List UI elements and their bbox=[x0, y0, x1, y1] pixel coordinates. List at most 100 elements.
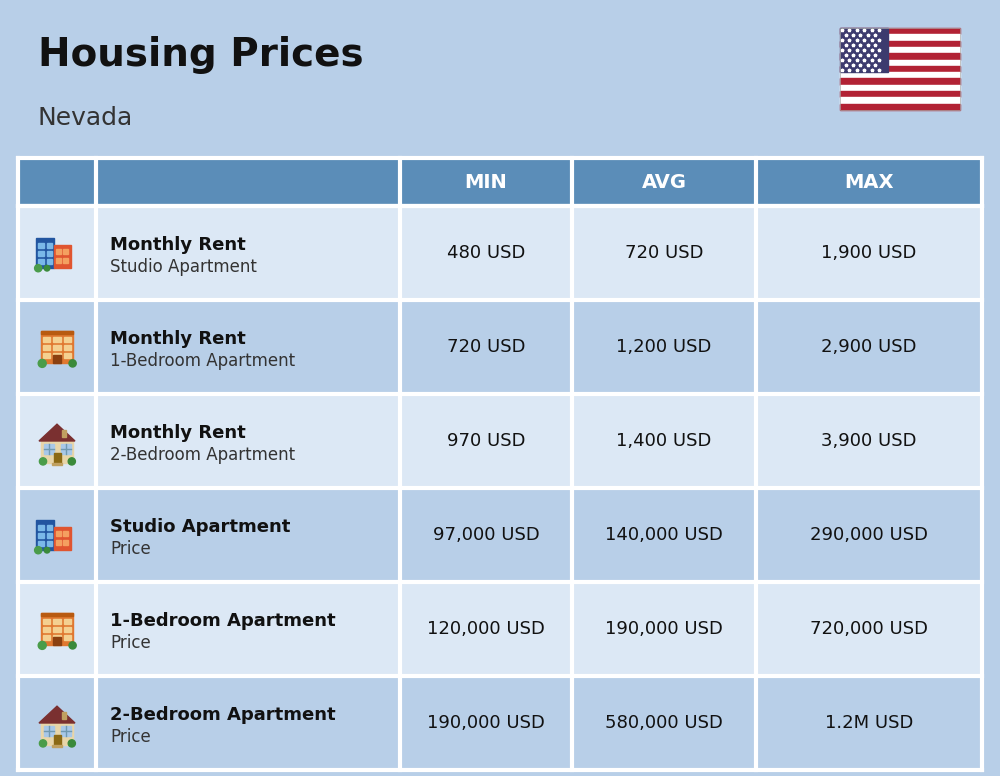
Bar bbox=[54, 453, 61, 463]
Text: Monthly Rent: Monthly Rent bbox=[110, 424, 246, 442]
Bar bbox=[47, 541, 52, 546]
Bar bbox=[53, 637, 61, 646]
Bar bbox=[43, 345, 50, 350]
Bar bbox=[572, 582, 756, 676]
Bar bbox=[41, 613, 73, 645]
Bar bbox=[47, 251, 52, 256]
Bar bbox=[53, 627, 61, 632]
Bar bbox=[400, 300, 572, 394]
Bar bbox=[47, 525, 52, 530]
Text: 2,900 USD: 2,900 USD bbox=[821, 338, 917, 356]
Bar bbox=[572, 158, 756, 206]
Circle shape bbox=[44, 265, 50, 271]
Circle shape bbox=[69, 360, 76, 367]
Text: Studio Apartment: Studio Apartment bbox=[110, 518, 290, 536]
Bar bbox=[840, 72, 960, 78]
Bar bbox=[756, 394, 982, 488]
Bar bbox=[840, 28, 960, 110]
Bar bbox=[64, 345, 71, 350]
Bar bbox=[756, 488, 982, 582]
Polygon shape bbox=[39, 706, 75, 723]
Circle shape bbox=[35, 265, 42, 272]
Text: Price: Price bbox=[110, 728, 151, 746]
Text: Housing Prices: Housing Prices bbox=[38, 36, 364, 74]
Bar bbox=[43, 635, 50, 640]
Bar bbox=[572, 394, 756, 488]
Bar bbox=[840, 97, 960, 104]
Bar bbox=[53, 345, 61, 350]
Bar bbox=[41, 723, 73, 745]
Bar bbox=[53, 337, 61, 342]
Text: AVG: AVG bbox=[642, 172, 686, 192]
Text: Studio Apartment: Studio Apartment bbox=[110, 258, 257, 276]
Bar bbox=[756, 158, 982, 206]
Bar bbox=[56, 540, 61, 546]
Circle shape bbox=[44, 547, 50, 553]
Text: 580,000 USD: 580,000 USD bbox=[605, 714, 723, 732]
Bar bbox=[18, 394, 96, 488]
Bar bbox=[54, 244, 71, 268]
Bar bbox=[47, 242, 52, 248]
Bar bbox=[840, 104, 960, 110]
Text: 140,000 USD: 140,000 USD bbox=[605, 526, 723, 544]
Bar bbox=[18, 488, 96, 582]
Text: MAX: MAX bbox=[844, 172, 894, 192]
Bar bbox=[64, 635, 71, 640]
Bar bbox=[96, 394, 400, 488]
Bar bbox=[400, 582, 572, 676]
Bar bbox=[18, 582, 96, 676]
Bar bbox=[41, 331, 73, 363]
Bar bbox=[840, 91, 960, 97]
Text: 190,000 USD: 190,000 USD bbox=[427, 714, 545, 732]
Bar bbox=[63, 532, 68, 536]
Bar bbox=[41, 441, 73, 463]
Circle shape bbox=[68, 740, 75, 747]
Text: 120,000 USD: 120,000 USD bbox=[427, 620, 545, 638]
Bar bbox=[61, 445, 71, 453]
Bar bbox=[56, 249, 61, 255]
Text: Monthly Rent: Monthly Rent bbox=[110, 236, 246, 254]
Bar bbox=[38, 242, 44, 248]
Text: MIN: MIN bbox=[465, 172, 507, 192]
Bar bbox=[38, 251, 44, 256]
Text: 190,000 USD: 190,000 USD bbox=[605, 620, 723, 638]
Bar bbox=[18, 676, 96, 770]
Bar bbox=[53, 618, 61, 624]
Text: 290,000 USD: 290,000 USD bbox=[810, 526, 928, 544]
Bar bbox=[572, 206, 756, 300]
Bar bbox=[44, 445, 54, 453]
Circle shape bbox=[38, 359, 46, 367]
Text: Price: Price bbox=[110, 634, 151, 652]
Bar bbox=[36, 520, 54, 550]
Bar bbox=[572, 676, 756, 770]
Bar bbox=[52, 745, 62, 747]
Bar bbox=[61, 726, 71, 736]
Bar bbox=[38, 532, 44, 538]
Bar bbox=[53, 353, 61, 359]
Bar bbox=[38, 525, 44, 530]
Bar bbox=[38, 541, 44, 546]
Circle shape bbox=[39, 458, 47, 465]
Bar bbox=[18, 158, 96, 206]
Bar bbox=[43, 618, 50, 624]
Bar bbox=[840, 54, 960, 60]
Bar bbox=[62, 712, 66, 719]
Bar bbox=[18, 206, 96, 300]
Text: 970 USD: 970 USD bbox=[447, 432, 525, 450]
Bar bbox=[64, 337, 71, 342]
Bar bbox=[53, 635, 61, 640]
Text: 97,000 USD: 97,000 USD bbox=[433, 526, 539, 544]
Bar bbox=[96, 488, 400, 582]
Bar bbox=[96, 676, 400, 770]
Text: 480 USD: 480 USD bbox=[447, 244, 525, 262]
Bar bbox=[38, 258, 44, 264]
Bar bbox=[840, 47, 960, 54]
Text: 2-Bedroom Apartment: 2-Bedroom Apartment bbox=[110, 706, 336, 724]
Text: 1.2M USD: 1.2M USD bbox=[825, 714, 913, 732]
Bar bbox=[840, 85, 960, 91]
Bar bbox=[840, 34, 960, 40]
Text: Price: Price bbox=[110, 540, 151, 558]
Bar bbox=[840, 28, 960, 34]
Bar bbox=[840, 66, 960, 72]
Bar bbox=[96, 158, 400, 206]
